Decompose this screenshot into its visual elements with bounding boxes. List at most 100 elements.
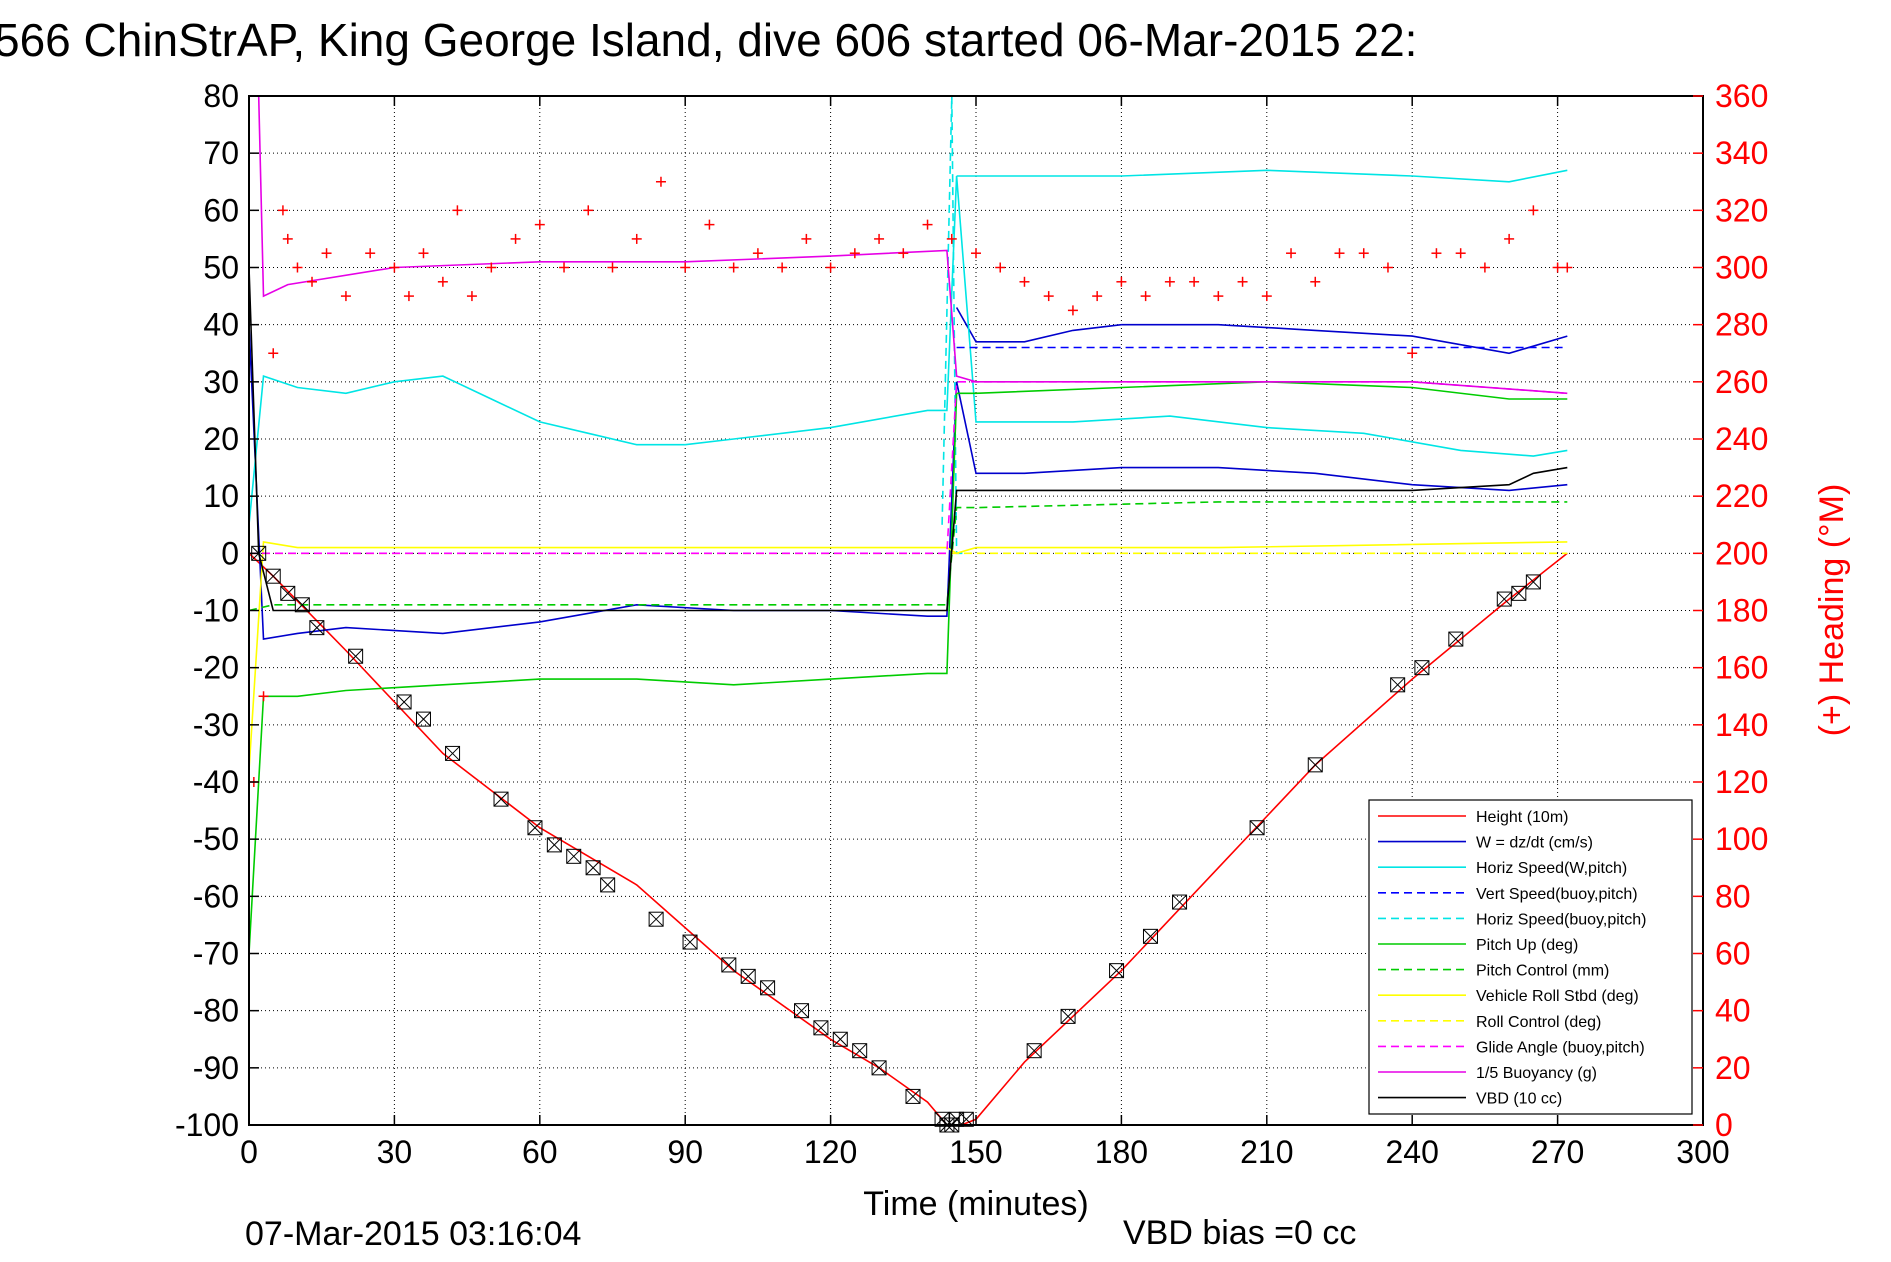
legend-item: 1/5 Buoyancy (g) xyxy=(1378,1065,1597,1082)
legend-label: Roll Control (deg) xyxy=(1476,1014,1601,1031)
height-marker xyxy=(1109,963,1125,979)
height-marker xyxy=(348,648,364,664)
legend-item: Vert Speed(buoy,pitch) xyxy=(1378,886,1638,903)
chart-title: 566 ChinStrAP, King George Island, dive … xyxy=(0,14,1417,66)
y-tick-label: 80 xyxy=(203,78,239,114)
y-tick-label: -70 xyxy=(193,936,239,972)
height-marker xyxy=(934,1111,950,1127)
heading-point xyxy=(1407,348,1418,359)
heading-point xyxy=(534,219,545,230)
y-tick-label: 10 xyxy=(203,478,239,514)
heading-point xyxy=(922,219,933,230)
legend-label: Horiz Speed(W,pitch) xyxy=(1476,860,1627,877)
legend-item: W = dz/dt (cm/s) xyxy=(1378,835,1593,852)
height-marker xyxy=(396,694,412,710)
height-marker xyxy=(566,848,582,864)
heading-point xyxy=(898,248,909,259)
right-axis-label: (+) Heading (°M) xyxy=(1813,484,1851,737)
right-tick-label: 100 xyxy=(1715,821,1768,857)
x-tick-label: 30 xyxy=(377,1134,413,1170)
y-tick-label: -10 xyxy=(193,593,239,629)
right-tick-label: 20 xyxy=(1715,1050,1751,1086)
x-tick-label: 180 xyxy=(1095,1134,1148,1170)
right-tick-label: 280 xyxy=(1715,307,1768,343)
right-tick-label: 260 xyxy=(1715,364,1768,400)
legend-label: Pitch Control (mm) xyxy=(1476,963,1609,980)
y-tick-label: -20 xyxy=(193,650,239,686)
y-tick-label: -90 xyxy=(193,1050,239,1086)
y-tick-label: -60 xyxy=(193,878,239,914)
heading-point xyxy=(559,262,570,273)
heading-point xyxy=(946,233,957,244)
right-tick-label: 140 xyxy=(1715,707,1768,743)
height-marker xyxy=(1448,631,1464,647)
height-marker xyxy=(445,745,461,761)
heading-point xyxy=(1528,205,1539,216)
legend-item: Roll Control (deg) xyxy=(1378,1014,1601,1031)
height-marker xyxy=(721,957,737,973)
x-tick-label: 300 xyxy=(1676,1134,1729,1170)
height-marker xyxy=(1390,677,1406,693)
height-marker xyxy=(905,1088,921,1104)
heading-point xyxy=(704,219,715,230)
heading-point xyxy=(777,262,788,273)
series-line-3 xyxy=(248,175,1568,525)
heading-point xyxy=(466,291,477,302)
legend-item: Horiz Speed(buoy,pitch) xyxy=(1378,911,1646,928)
legend-box xyxy=(1368,799,1693,1115)
series-layer xyxy=(248,95,1568,1126)
heading-point xyxy=(1213,291,1224,302)
heading-point xyxy=(1431,248,1442,259)
legend-item: Pitch Up (deg) xyxy=(1378,937,1578,954)
right-tick-label: 0 xyxy=(1715,1107,1733,1143)
height-marker xyxy=(682,934,698,950)
height-marker xyxy=(415,711,431,727)
right-tick-label: 40 xyxy=(1715,993,1751,1029)
right-tick-label: 320 xyxy=(1715,192,1768,228)
heading-point xyxy=(1164,276,1175,287)
y-tick-label: 0 xyxy=(221,535,239,571)
x-tick-label: 90 xyxy=(667,1134,703,1170)
heading-point xyxy=(452,205,463,216)
heading-point xyxy=(1067,305,1078,316)
legend: Height (10m) W = dz/dt (cm/s) Horiz Speed(… xyxy=(1368,799,1693,1115)
x-tick-label: 270 xyxy=(1531,1134,1584,1170)
height-marker xyxy=(1249,820,1265,836)
series-line-4 xyxy=(956,169,1568,183)
heading-markers xyxy=(248,176,1573,787)
y-tick-label: 50 xyxy=(203,250,239,286)
legend-item: Glide Angle (buoy,pitch) xyxy=(1378,1039,1645,1056)
height-marker xyxy=(958,1111,974,1127)
heading-point xyxy=(1358,248,1369,259)
heading-point xyxy=(1140,291,1151,302)
y-tick-label: -80 xyxy=(193,993,239,1029)
height-marker xyxy=(585,860,601,876)
heading-point xyxy=(307,276,318,287)
series-line-8 xyxy=(248,501,1568,612)
right-tick-label: 180 xyxy=(1715,593,1768,629)
heading-point xyxy=(752,248,763,259)
heading-point xyxy=(268,348,279,359)
heading-point xyxy=(282,233,293,244)
y-tick-label: 20 xyxy=(203,421,239,457)
right-tick-label: 80 xyxy=(1715,878,1751,914)
heading-point xyxy=(258,691,269,702)
height-marker xyxy=(740,968,756,984)
right-tick-label: 200 xyxy=(1715,535,1768,571)
height-marker xyxy=(1414,660,1430,676)
right-tick-label: 160 xyxy=(1715,650,1768,686)
heading-point xyxy=(583,205,594,216)
height-marker xyxy=(871,1060,887,1076)
y-tick-label: -30 xyxy=(193,707,239,743)
series-line-9 xyxy=(248,540,1568,771)
heading-point xyxy=(801,233,812,244)
legend-item: Vehicle Roll Stbd (deg) xyxy=(1378,988,1639,1005)
heading-point xyxy=(1092,291,1103,302)
legend-item: Height (10m) xyxy=(1378,809,1568,826)
heading-point xyxy=(1286,248,1297,259)
heading-point xyxy=(874,233,885,244)
x-tick-label: 120 xyxy=(804,1134,857,1170)
legend-label: Glide Angle (buoy,pitch) xyxy=(1476,1039,1645,1056)
legend-label: Vehicle Roll Stbd (deg) xyxy=(1476,988,1639,1005)
y-tick-label: 30 xyxy=(203,364,239,400)
